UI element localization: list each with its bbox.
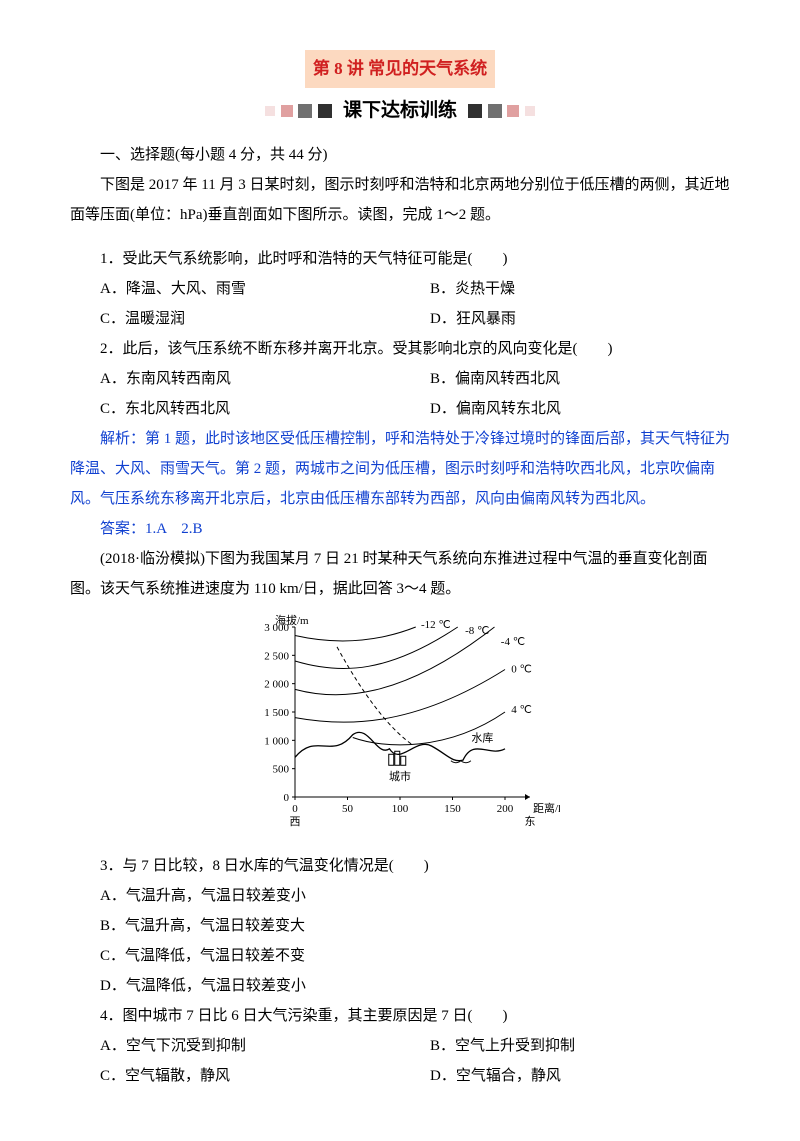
question-stem: 2．此后，该气压系统不断东移并离开北京。受其影响北京的风向变化是( ) [70, 334, 730, 364]
option-row: C．东北风转西北风 D．偏南风转东北风 [70, 394, 730, 424]
option-a: A．空气下沉受到抑制 [70, 1031, 400, 1061]
option-row: C．温暖湿润 D．狂风暴雨 [70, 304, 730, 334]
option-row: A．空气下沉受到抑制 B．空气上升受到抑制 [70, 1031, 730, 1061]
svg-text:-8 ℃: -8 ℃ [465, 625, 489, 637]
svg-text:150: 150 [444, 803, 461, 815]
option-a: A．气温升高，气温日较差变小 [70, 881, 730, 911]
svg-text:500: 500 [273, 764, 290, 776]
option-c: C．空气辐散，静风 [70, 1061, 400, 1091]
deco-square [507, 105, 519, 117]
option-b: B．偏南风转西北风 [400, 364, 730, 394]
deco-square [525, 106, 535, 116]
svg-text:东: 东 [525, 815, 536, 828]
option-row: A．东南风转西南风 B．偏南风转西北风 [70, 364, 730, 394]
svg-text:2 500: 2 500 [264, 650, 289, 662]
svg-text:距离/km: 距离/km [533, 801, 560, 815]
subtitle-bar: 课下达标训练 [70, 92, 730, 130]
deco-square [488, 104, 502, 118]
svg-text:200: 200 [497, 803, 514, 815]
section-heading: 一、选择题(每小题 4 分，共 44 分) [70, 140, 730, 170]
svg-text:0 ℃: 0 ℃ [511, 663, 532, 675]
svg-text:0: 0 [292, 803, 298, 815]
subtitle-text: 课下达标训练 [343, 92, 457, 130]
svg-text:4 ℃: 4 ℃ [511, 704, 532, 716]
option-a: A．东南风转西南风 [70, 364, 400, 394]
svg-text:1 000: 1 000 [264, 735, 289, 747]
intro-paragraph: (2018·临汾模拟)下图为我国某月 7 日 21 时某种天气系统向东推进过程中… [70, 544, 730, 604]
svg-text:2 000: 2 000 [264, 679, 289, 691]
option-d: D．狂风暴雨 [400, 304, 730, 334]
deco-square [468, 104, 482, 118]
deco-square [265, 106, 275, 116]
option-d: D．偏南风转东北风 [400, 394, 730, 424]
option-row: C．空气辐散，静风 D．空气辐合，静风 [70, 1061, 730, 1091]
lesson-title: 第 8 讲 常见的天气系统 [70, 50, 730, 88]
deco-square [281, 105, 293, 117]
title-text: 第 8 讲 常见的天气系统 [305, 50, 495, 88]
option-a: A．降温、大风、雨雪 [70, 274, 400, 304]
svg-text:水库: 水库 [471, 731, 493, 744]
option-c: C．东北风转西北风 [70, 394, 400, 424]
option-b: B．炎热干燥 [400, 274, 730, 304]
option-c: C．气温降低，气温日较差不变 [70, 941, 730, 971]
diagram-temperature-profile: 3 0002 5002 0001 5001 0005000海拔/m0501001… [70, 612, 730, 843]
question-stem: 3．与 7 日比较，8 日水库的气温变化情况是( ) [70, 851, 730, 881]
svg-text:50: 50 [342, 803, 354, 815]
question-stem: 1．受此天气系统影响，此时呼和浩特的天气特征可能是( ) [70, 244, 730, 274]
svg-text:海拔/m: 海拔/m [275, 613, 309, 627]
option-b: B．空气上升受到抑制 [400, 1031, 730, 1061]
svg-text:西: 西 [290, 816, 301, 828]
question-stem: 4．图中城市 7 日比 6 日大气污染重，其主要原因是 7 日( ) [70, 1001, 730, 1031]
svg-text:100: 100 [392, 803, 409, 815]
answer: 答案：1.A 2.B [70, 514, 730, 544]
option-d: D．气温降低，气温日较差变小 [70, 971, 730, 1001]
intro-paragraph: 下图是 2017 年 11 月 3 日某时刻，图示时刻呼和浩特和北京两地分别位于… [70, 170, 730, 230]
deco-square [298, 104, 312, 118]
deco-square [318, 104, 332, 118]
explanation: 解析：第 1 题，此时该地区受低压槽控制，呼和浩特处于冷锋过境时的锋面后部，其天… [70, 424, 730, 514]
option-row: A．降温、大风、雨雪 B．炎热干燥 [70, 274, 730, 304]
svg-text:城市: 城市 [389, 769, 411, 783]
option-b: B．气温升高，气温日较差变大 [70, 911, 730, 941]
svg-text:0: 0 [284, 792, 290, 804]
svg-text:-12 ℃: -12 ℃ [421, 619, 451, 631]
option-d: D．空气辐合，静风 [400, 1061, 730, 1091]
svg-text:-4 ℃: -4 ℃ [501, 636, 525, 648]
svg-text:1 500: 1 500 [264, 707, 289, 719]
option-c: C．温暖湿润 [70, 304, 400, 334]
